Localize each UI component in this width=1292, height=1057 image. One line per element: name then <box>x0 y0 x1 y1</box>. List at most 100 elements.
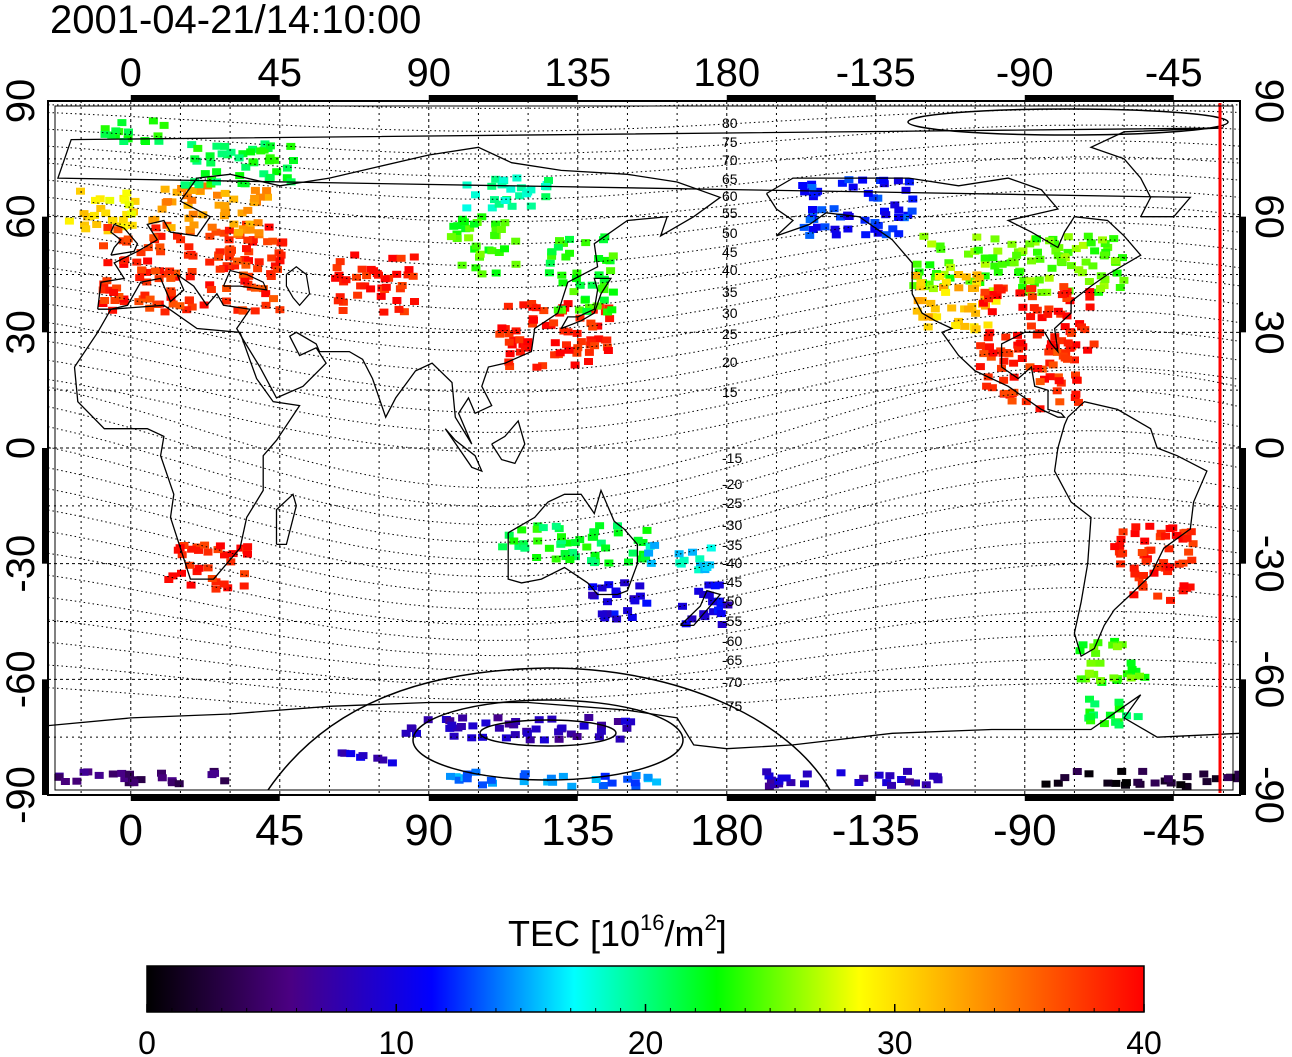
tec-cell <box>516 184 526 192</box>
tec-cell <box>509 537 519 545</box>
tec-cell <box>585 303 594 311</box>
tec-cell <box>848 183 858 191</box>
tec-cell <box>1081 258 1091 266</box>
uk-coast <box>110 223 139 256</box>
longitude-label: 45 <box>255 806 304 855</box>
tec-cell <box>369 267 379 275</box>
longitude-labels-top: 0 45 90 135 180 -135 -90 -45 <box>120 51 1203 95</box>
tec-cell <box>695 555 705 563</box>
tec-cell <box>1043 310 1053 318</box>
tec-cell <box>532 525 542 533</box>
tec-cell <box>1184 548 1194 556</box>
tec-cell <box>565 249 574 257</box>
tec-cell <box>541 322 551 330</box>
tec-cell <box>1034 276 1044 284</box>
magnetic-contour <box>48 430 1240 543</box>
tec-cell <box>1163 775 1173 783</box>
tec-cell <box>873 229 883 237</box>
tec-cell <box>941 288 951 296</box>
tec-cell <box>704 581 714 589</box>
magnetic-latitude-label: 55 <box>722 205 738 221</box>
tec-cell <box>706 544 716 552</box>
tec-cell <box>465 224 475 232</box>
tec-cell <box>624 558 633 566</box>
colorbar-tick-label: 10 <box>378 1025 414 1057</box>
tec-cell <box>1017 355 1027 362</box>
tec-cell <box>987 384 997 392</box>
tec-cell <box>541 193 551 201</box>
tec-cell <box>212 168 222 176</box>
tec-cell <box>186 581 196 589</box>
tec-cell <box>912 260 922 268</box>
tec-cell <box>195 187 205 195</box>
tec-cell <box>912 307 922 315</box>
tec-cell <box>229 195 239 203</box>
tec-cell <box>908 195 918 203</box>
tec-cell <box>1084 770 1094 778</box>
tec-cell <box>79 210 89 218</box>
latitude-label: -90 <box>1247 766 1291 824</box>
magnetic-contour <box>48 140 1240 178</box>
tec-cell <box>913 297 923 305</box>
tec-cell <box>477 270 487 278</box>
tec-cell <box>1035 378 1045 386</box>
tec-cell <box>184 243 194 251</box>
tec-cell <box>557 724 567 732</box>
tec-cell <box>704 591 714 599</box>
tec-cell <box>621 717 630 725</box>
tec-cell <box>1083 346 1093 354</box>
tec-cell <box>1071 245 1081 253</box>
tec-cell <box>951 322 961 329</box>
new-zealand-coast <box>679 589 722 627</box>
tec-cell <box>674 550 684 558</box>
tec-cell <box>145 304 155 312</box>
tec-cell <box>562 539 572 547</box>
magnetic-latitude-label: 35 <box>722 284 738 300</box>
tec-cell <box>546 774 556 782</box>
tec-cell <box>988 287 998 295</box>
tec-cell <box>1137 549 1147 556</box>
tec-cell <box>911 271 921 279</box>
tec-cell <box>588 323 598 331</box>
tec-cell <box>230 262 240 270</box>
tec-cell <box>211 228 221 236</box>
frame-bar <box>42 679 47 795</box>
magnetic-contour <box>48 682 1240 715</box>
tec-cell <box>519 540 529 548</box>
tec-cell <box>401 729 411 737</box>
tec-cell <box>1153 592 1163 600</box>
tec-cell <box>107 131 117 139</box>
tec-cell <box>507 202 517 210</box>
tec-cell <box>143 244 153 252</box>
tec-cell <box>125 770 134 778</box>
tec-cell <box>220 202 230 210</box>
colorbar: TEC [1016/m2] 0 10 20 30 40 <box>138 910 1162 1057</box>
tec-cell <box>1176 781 1186 789</box>
longitude-label: 45 <box>258 51 303 95</box>
tec-cell <box>544 177 553 184</box>
tec-cell <box>813 223 822 231</box>
tec-cell <box>214 201 224 209</box>
latitude-label: -30 <box>0 535 43 593</box>
tec-cell <box>223 584 233 592</box>
tec-cell <box>233 306 243 314</box>
tec-cell <box>993 247 1003 255</box>
tec-cell <box>159 121 169 129</box>
tec-cell <box>1027 293 1037 301</box>
antarctica-coast <box>48 694 1240 750</box>
tec-cell <box>1178 559 1188 567</box>
south-magnetic-pole-oval <box>479 719 617 747</box>
tec-cell <box>184 214 194 222</box>
tec-cell <box>1053 779 1063 787</box>
tec-cell <box>353 291 363 299</box>
magnetic-latitude-label: 80 <box>722 115 738 131</box>
tec-cell <box>137 266 147 274</box>
tec-cell <box>127 210 137 218</box>
tec-cell <box>72 777 82 785</box>
tec-cell <box>185 273 195 281</box>
tec-cell <box>916 279 926 287</box>
longitude-label: -135 <box>836 51 916 95</box>
tec-cell <box>572 733 582 740</box>
latitude-labels-right: 90 60 30 0 -30 -60 -90 <box>1247 79 1291 824</box>
tec-cell <box>954 284 964 292</box>
